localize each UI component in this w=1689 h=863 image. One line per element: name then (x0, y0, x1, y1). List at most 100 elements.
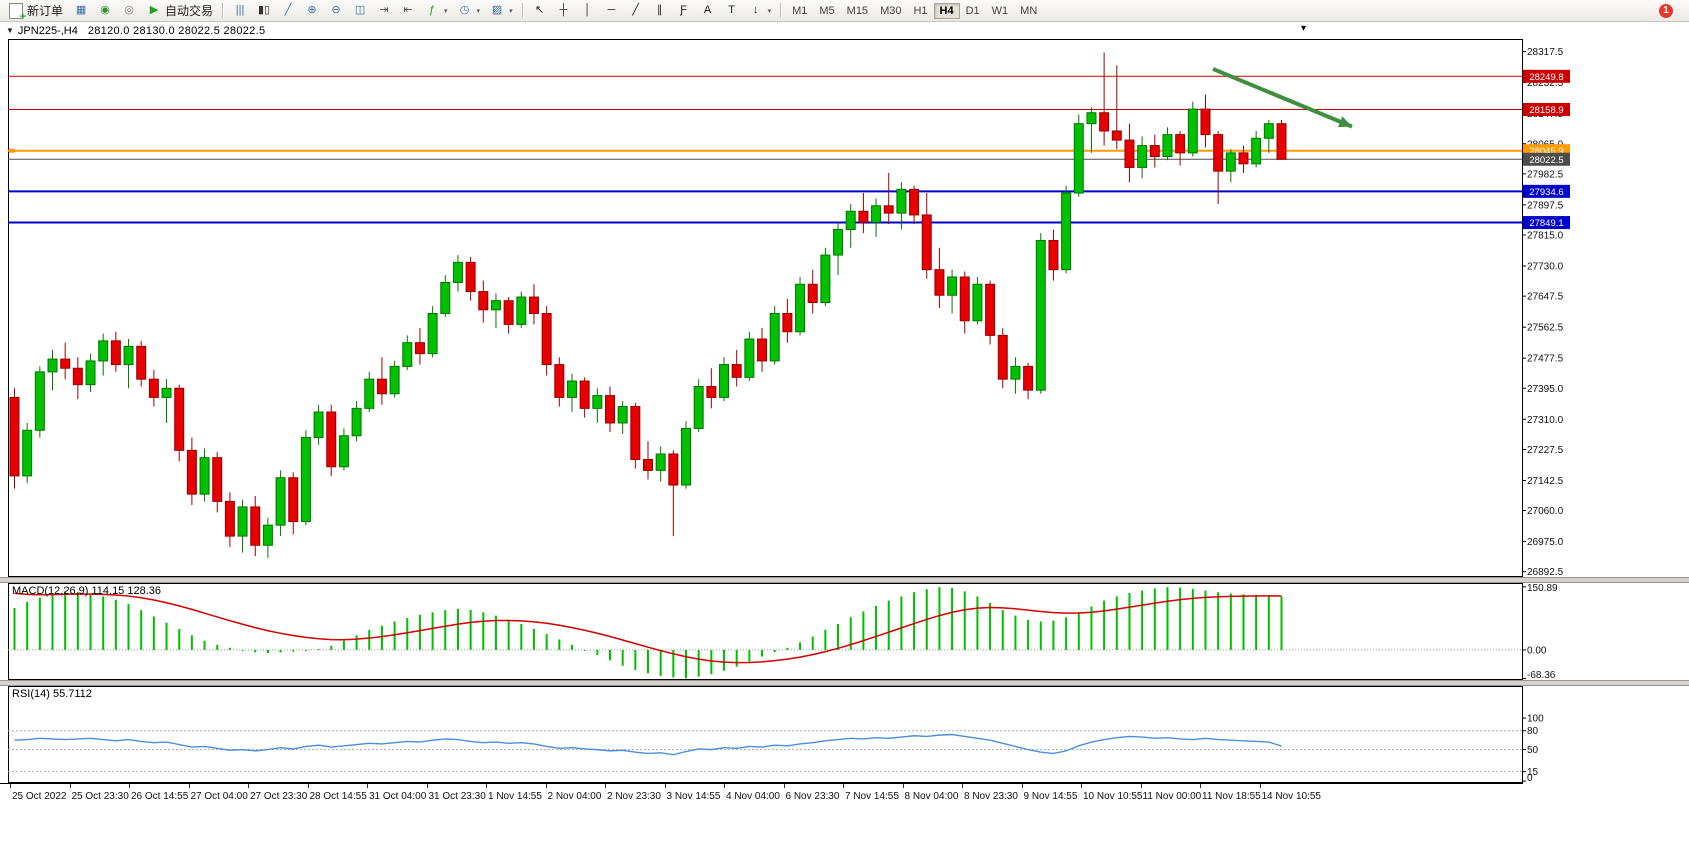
candle (326, 411, 337, 468)
macd-panel[interactable]: MACD(12,26,9) 114.15 128.36 150.89 0.00 -6… (0, 583, 1689, 680)
price-badge: 27849.1 (1523, 216, 1570, 230)
zoom-in-button[interactable]: ⊕ (300, 2, 324, 20)
arrows-button[interactable]: ↓ ▾ (744, 2, 777, 20)
candle (566, 380, 577, 398)
svg-text:0: 0 (1527, 773, 1533, 783)
panel-divider[interactable] (0, 577, 1689, 583)
macd-bar (279, 649, 282, 653)
candle (427, 312, 438, 355)
candle (1238, 152, 1249, 165)
macd-bar (1217, 592, 1220, 650)
candle (643, 458, 653, 471)
arrows-icon: ↓ (752, 4, 759, 16)
timeframe-mn-button[interactable]: MN (1014, 3, 1043, 19)
charts-button[interactable]: ▦ (69, 2, 93, 20)
chart-title-strip: ▼ JPN225-,H4 28120.0 28130.0 28022.5 280… (0, 22, 1689, 39)
channel-button[interactable]: ∥ (648, 2, 672, 20)
timeframe-m15-button[interactable]: M15 (841, 3, 874, 19)
line-chart-button[interactable]: ╱ (276, 2, 300, 20)
time-axis-label: 27 Oct 23:30 (250, 791, 308, 802)
main-chart-panel[interactable]: 28317.528232.528147.528065.027982.527897… (0, 39, 1689, 577)
bar-chart-button[interactable]: ||| (228, 2, 252, 20)
macd-bar (900, 596, 903, 650)
tile-windows-button[interactable]: ◫ (348, 2, 372, 20)
time-axis-label: 2 Nov 04:00 (547, 791, 602, 802)
notification-badge[interactable]: 1 (1659, 3, 1673, 18)
horizontal-line-button[interactable]: ─ (600, 2, 624, 20)
svg-text:27142.5: 27142.5 (1527, 476, 1564, 487)
svg-text:28045.9: 28045.9 (1529, 146, 1563, 157)
auto-scroll-button[interactable]: ⇥ (372, 2, 396, 20)
rsi-panel[interactable]: RSI(14) 55.7112 100 80 50 15 0 (0, 686, 1689, 783)
crosshair-button[interactable]: ┼ (552, 2, 576, 20)
timeframe-w1-button[interactable]: W1 (986, 3, 1015, 19)
candle (452, 261, 463, 283)
candle (9, 396, 20, 477)
price-axis[interactable]: 28317.528232.528147.528065.027982.527897… (1522, 47, 1564, 577)
svg-text:28232.5: 28232.5 (1527, 78, 1564, 89)
new-order-button[interactable]: + 新订单 (4, 2, 68, 22)
candlestick-chart-button[interactable]: ▮▯ (252, 2, 276, 20)
time-tick (367, 784, 368, 788)
periods-button[interactable]: ◷ ▾ (453, 2, 486, 20)
candlestick-chart[interactable]: 28317.528232.528147.528065.027982.527897… (0, 39, 1689, 577)
timeframe-m30-button[interactable]: M30 (874, 3, 907, 19)
candle (681, 427, 692, 486)
trendline-button[interactable]: ╱ (624, 2, 648, 20)
navigator-button[interactable]: ◎ (117, 2, 141, 20)
candle (212, 457, 223, 502)
candle (478, 291, 489, 311)
timeframe-h4-button[interactable]: H4 (933, 2, 960, 19)
indicators-button[interactable]: ƒ ▾ (420, 2, 453, 20)
time-tick (605, 784, 606, 788)
time-tick (1200, 784, 1201, 788)
candle (541, 312, 552, 366)
candle (465, 261, 476, 293)
text-button[interactable]: A (696, 2, 720, 20)
cursor-button[interactable]: ↖ (528, 2, 552, 20)
fibonacci-button[interactable]: Ƒ (672, 2, 696, 20)
svg-text:26892.5: 26892.5 (1527, 567, 1564, 577)
timeframe-d1-button[interactable]: D1 (960, 3, 986, 19)
time-axis-label: 10 Nov 10:55 (1083, 791, 1143, 802)
chart-shift-button[interactable]: ⇤ (396, 2, 420, 20)
macd-bar (596, 649, 599, 655)
rsi-line (14, 733, 1282, 756)
timeframe-h1-button[interactable]: H1 (907, 3, 933, 19)
macd-bar (672, 649, 675, 678)
time-tick (1081, 784, 1082, 788)
timeframe-m1-button[interactable]: M1 (786, 3, 813, 19)
candle (769, 312, 780, 362)
time-axis[interactable]: 25 Oct 2022 25 Oct 23:30 26 Oct 14:55 27 Oc… (0, 783, 1523, 806)
svg-text:27849.1: 27849.1 (1529, 218, 1563, 229)
candle (351, 407, 362, 437)
panel-divider[interactable] (0, 680, 1689, 686)
vertical-line-button[interactable]: │ (576, 2, 600, 20)
rsi-label: RSI(14) 55.7112 (12, 688, 92, 700)
candle (414, 342, 425, 355)
time-axis-label: 11 Nov 00:00 (1142, 791, 1202, 802)
chart-collapse-icon[interactable]: ▼ (6, 26, 14, 35)
zoom-out-button[interactable]: ⊖ (324, 2, 348, 20)
time-tick (783, 784, 785, 788)
chart-dropdown-icon[interactable]: ▾ (1301, 23, 1307, 34)
macd-bar (1191, 588, 1194, 650)
horizontal-lines[interactable] (8, 75, 1522, 224)
svg-text:27227.5: 27227.5 (1527, 445, 1564, 456)
candle (871, 205, 882, 223)
templates-button[interactable]: ▨ ▾ (485, 2, 518, 20)
timeframe-m5-button[interactable]: M5 (813, 3, 840, 19)
macd-bar (190, 635, 193, 650)
svg-text:15: 15 (1527, 767, 1539, 778)
text-label-button[interactable]: T (720, 2, 744, 20)
market-watch-button[interactable]: ◉ (93, 2, 117, 20)
trend-arrow[interactable] (1212, 67, 1353, 129)
macd-bar (127, 603, 130, 650)
candle (1213, 134, 1224, 172)
time-axis-label: 3 Nov 14:55 (666, 791, 721, 802)
svg-text:150.89: 150.89 (1527, 583, 1558, 594)
time-tick (902, 784, 904, 788)
macd-chart[interactable]: 150.89 0.00 -68.36 (0, 583, 1689, 680)
autotrading-button[interactable]: ▶ 自动交易 (142, 2, 218, 20)
